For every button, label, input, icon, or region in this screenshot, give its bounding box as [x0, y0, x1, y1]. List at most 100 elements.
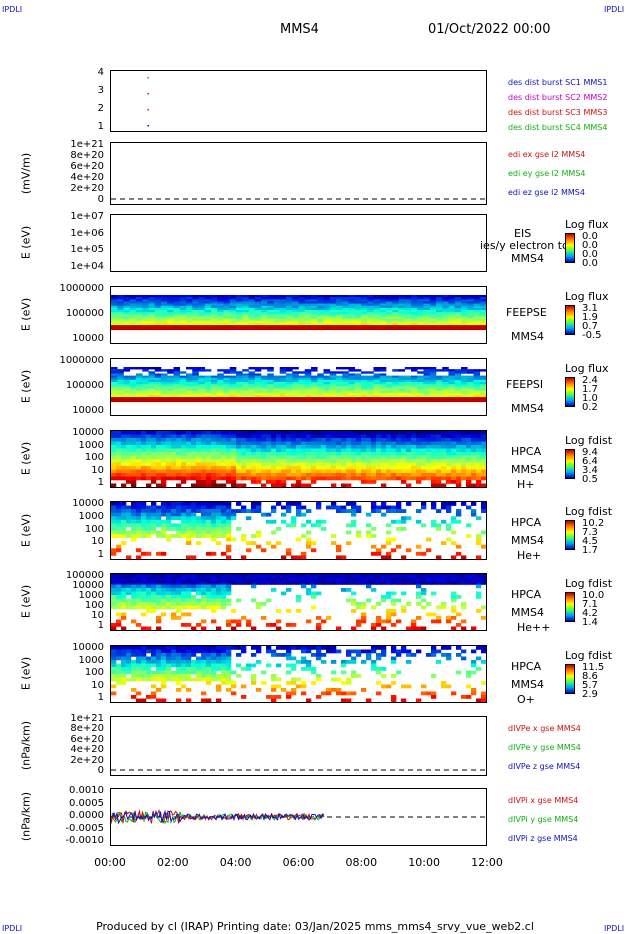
spectrogram-cell — [226, 544, 232, 549]
spectrogram-cell — [379, 386, 387, 389]
x-tick-label: 02:00 — [156, 856, 189, 869]
spectrogram-cell — [301, 691, 307, 696]
spectrogram-cell — [198, 305, 206, 309]
spectrogram-cell — [191, 509, 197, 513]
spectrogram-cell — [456, 455, 462, 460]
spectrogram-cell — [246, 459, 252, 463]
spectrogram-cell — [131, 480, 137, 484]
spectrogram-cell — [429, 386, 437, 389]
spectrogram-cell — [396, 577, 402, 582]
panel-3-plot — [111, 215, 486, 271]
spectrogram-cell — [248, 320, 256, 324]
spectrogram-cell — [266, 577, 272, 582]
spectrogram-cell — [336, 386, 343, 389]
spectrogram-cell — [348, 375, 356, 379]
spectrogram-cell — [286, 609, 292, 613]
spectrogram-cell — [242, 305, 249, 309]
spectrogram-cell — [201, 473, 207, 477]
spectrogram-cell — [431, 431, 437, 435]
spectrogram-cell — [192, 375, 199, 379]
spectrogram-cell — [241, 684, 247, 689]
spectrogram-cell — [181, 656, 187, 661]
spectrogram-cell — [129, 299, 137, 302]
spectrogram-cell — [216, 584, 222, 589]
spectrogram-cell — [167, 301, 174, 304]
spectrogram-cell — [356, 462, 362, 467]
spectrogram-cell — [298, 392, 306, 396]
spectrogram-cell — [386, 530, 392, 535]
panel-9-ytick: 1 — [97, 692, 104, 703]
spectrogram-cell — [221, 530, 227, 535]
spectrogram-cell — [123, 310, 131, 313]
spectrogram-cell — [381, 649, 387, 654]
spectrogram-cell — [226, 502, 232, 506]
spectrogram-cell — [273, 320, 281, 324]
spectrogram-cell — [241, 473, 247, 477]
spectrogram-cell — [136, 375, 143, 379]
spectrogram-cell — [171, 616, 177, 620]
spectrogram-cell — [161, 297, 168, 300]
spectrogram-cell — [254, 390, 262, 394]
spectrogram-cell — [321, 577, 327, 582]
spectrogram-cell — [231, 459, 237, 463]
spectrogram-cell — [261, 384, 268, 387]
spectrogram-cell — [281, 445, 287, 449]
spectrogram-cell — [371, 452, 377, 456]
spectrogram-cell — [451, 591, 457, 596]
spectrogram-cell — [304, 299, 312, 302]
spectrogram-cell — [166, 574, 172, 578]
spectrogram-cell — [306, 591, 312, 596]
spectrogram-cell — [396, 519, 402, 524]
spectrogram-cell — [173, 297, 181, 300]
spectrogram-cell — [421, 445, 427, 449]
spectrogram-cell — [454, 297, 462, 300]
spectrogram-cell — [396, 670, 402, 675]
spectrogram-cell — [204, 390, 212, 394]
panel-6-right-label: H+ — [517, 478, 535, 491]
panel-8-right-label: He++ — [517, 621, 551, 634]
spectrogram-cell — [204, 392, 212, 396]
spectrogram-cell — [376, 646, 382, 650]
spectrogram-cell — [301, 469, 307, 474]
spectrogram-cell — [192, 371, 199, 374]
spectrogram-cell — [256, 431, 262, 435]
spectrogram-cell — [166, 431, 172, 435]
spectrogram-cell — [129, 382, 137, 385]
spectrogram-cell — [442, 312, 449, 315]
spectrogram-cell — [411, 382, 418, 385]
spectrogram-cell — [356, 452, 362, 456]
spectrogram-cell — [229, 382, 237, 385]
spectrogram-cell — [271, 695, 277, 699]
spectrogram-cell — [336, 384, 343, 387]
panel-5-ytick: 1000000 — [59, 355, 104, 366]
spectrogram-cell — [354, 316, 362, 319]
spectrogram-cell — [148, 388, 156, 391]
spectrogram-cell — [196, 646, 202, 650]
spectrogram-cell — [191, 555, 197, 559]
spectrogram-cell — [354, 297, 362, 300]
spectrogram-cell — [361, 605, 367, 610]
spectrogram-cell — [261, 445, 267, 449]
spectrogram-cell — [256, 441, 262, 446]
spectrogram-cell — [311, 388, 318, 391]
spectrogram-cell — [454, 386, 462, 389]
spectrogram-cell — [446, 459, 452, 463]
spectrogram-cell — [341, 483, 347, 487]
spectrogram-cell — [398, 316, 406, 319]
spectrogram-cell — [296, 455, 302, 460]
spectrogram-cell — [329, 318, 337, 322]
spectrogram-cell — [191, 602, 197, 606]
spectrogram-cell — [417, 295, 424, 298]
spectrogram-cell — [467, 388, 474, 391]
spectrogram-cell — [317, 312, 324, 315]
panel-11-legend-entry: dIVPi y gse MMS4 — [508, 815, 579, 824]
spectrogram-cell — [336, 455, 342, 460]
spectrogram-cell — [116, 577, 122, 582]
spectrogram-cell — [391, 469, 397, 474]
spectrogram-cell — [186, 312, 193, 315]
spectrogram-cell — [242, 392, 249, 396]
spectrogram-cell — [386, 379, 393, 383]
spectrogram-cell — [316, 462, 322, 467]
spectrogram-cell — [116, 441, 122, 446]
spectrogram-cell — [296, 483, 302, 487]
